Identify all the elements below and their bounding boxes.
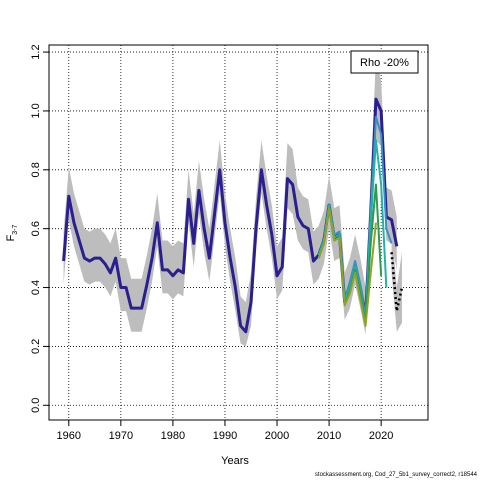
- x-tick-label: 1990: [213, 430, 237, 442]
- y-tick-label: 0.4: [30, 280, 42, 295]
- forecast-line: [390, 252, 404, 313]
- x-tick-label: 1980: [161, 430, 185, 442]
- y-tick-label: 0.0: [30, 398, 42, 413]
- confidence-band: [391, 228, 402, 332]
- y-label-sub: 3-7: [12, 224, 19, 234]
- y-tick-label: 1.0: [30, 103, 42, 118]
- y-tick-label: 0.8: [30, 162, 42, 177]
- x-tick-label: 1960: [57, 430, 81, 442]
- x-tick-label: 2020: [369, 430, 393, 442]
- plot-frame: [48, 44, 429, 421]
- y-tick-label: 0.2: [30, 339, 42, 354]
- x-tick-label: 2010: [317, 430, 341, 442]
- series-line: [317, 207, 377, 327]
- y-tick-label: 1.2: [30, 44, 42, 59]
- legend-box: [350, 50, 419, 74]
- y-label-main: F: [5, 234, 17, 241]
- footnote: stockassessment.org, Cod_27_5b1_survey_c…: [315, 472, 478, 478]
- legend-text: Rho -20%: [360, 57, 409, 69]
- y-axis-label: F3-7: [5, 224, 19, 241]
- x-tick-label: 1970: [109, 430, 133, 442]
- x-axis-label: Years: [221, 455, 249, 467]
- confidence-band: [63, 57, 397, 347]
- y-tick-label: 0.6: [30, 221, 42, 236]
- x-tick-label: 2000: [265, 430, 289, 442]
